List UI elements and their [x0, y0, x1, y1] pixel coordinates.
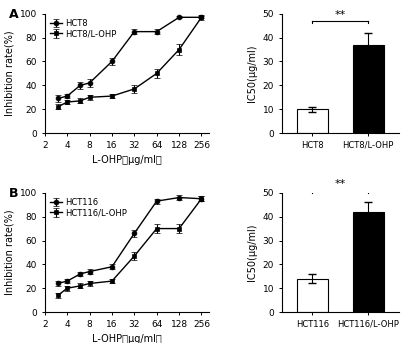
Text: **: ** — [335, 179, 346, 189]
X-axis label: L-OHP（μg/ml）: L-OHP（μg/ml） — [92, 155, 162, 165]
Text: B: B — [9, 187, 18, 200]
Bar — [353, 212, 383, 312]
Y-axis label: IC50(μg/ml): IC50(μg/ml) — [247, 224, 257, 281]
Legend: HCT116, HCT116/L-OHP: HCT116, HCT116/L-OHP — [49, 197, 128, 218]
Bar — [297, 279, 328, 312]
Text: A: A — [9, 8, 18, 21]
Y-axis label: Inhibition rate(%): Inhibition rate(%) — [4, 210, 14, 295]
Text: **: ** — [335, 10, 346, 20]
Legend: HCT8, HCT8/L-OHP: HCT8, HCT8/L-OHP — [49, 18, 118, 39]
Y-axis label: Inhibition rate(%): Inhibition rate(%) — [4, 31, 14, 116]
X-axis label: L-OHP（μg/ml）: L-OHP（μg/ml） — [92, 334, 162, 343]
Bar — [297, 109, 328, 133]
Bar — [353, 45, 383, 133]
Y-axis label: IC50(μg/ml): IC50(μg/ml) — [247, 45, 257, 102]
